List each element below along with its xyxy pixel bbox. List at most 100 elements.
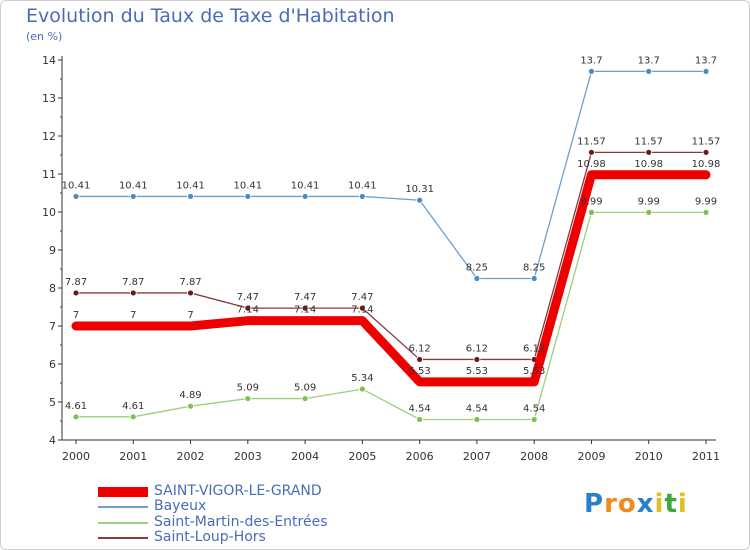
chart-title: Evolution du Taux de Taxe d'Habitation: [26, 5, 395, 27]
data-point: [530, 416, 538, 423]
data-label: 4.54: [466, 403, 488, 414]
data-point: [244, 395, 252, 402]
data-point: [473, 356, 481, 363]
data-label: 7.47: [351, 292, 373, 303]
data-label: 9.99: [695, 196, 717, 207]
data-label: 5.09: [237, 383, 259, 394]
series-line: [75, 151, 707, 361]
legend-swatch-saint-vigor: [98, 487, 148, 497]
data-point: [702, 208, 710, 216]
data-point: [187, 402, 194, 410]
data-point: [244, 304, 252, 312]
y-tick-label: 14: [42, 54, 56, 67]
legend-swatch-saint-loup: [98, 537, 148, 539]
data-label: 4.61: [65, 401, 87, 412]
data-point: [358, 193, 366, 200]
data-label: 11.57: [634, 136, 663, 147]
data-point: [129, 413, 137, 421]
data-label: 4.54: [523, 403, 545, 414]
data-label: 13.7: [580, 55, 602, 66]
data-point: [588, 68, 595, 75]
data-point: [588, 148, 595, 156]
x-tick-label: 2007: [463, 450, 491, 463]
logo-letter: t: [664, 489, 678, 519]
data-point: [416, 416, 424, 423]
data-point: [72, 413, 80, 421]
x-tick-label: 2006: [406, 450, 434, 463]
series-line: [75, 211, 707, 421]
data-point: [72, 289, 80, 297]
logo-letter: i: [654, 489, 665, 519]
data-point: [358, 304, 366, 312]
data-label: 13.7: [638, 55, 660, 66]
legend-label: Saint-Martin-des-Entrées: [154, 514, 328, 530]
data-label: 6.12: [466, 343, 488, 354]
x-tick-label: 2005: [348, 450, 376, 463]
x-tick-label: 2011: [692, 450, 720, 463]
x-tick-label: 2008: [520, 450, 548, 463]
data-label: 10.41: [119, 180, 148, 191]
data-label: 8.25: [466, 263, 488, 274]
line-chart: 4 5 6 7 8 9 10 11 12 13 14 2000 2001 2002 2003 2004 2005…: [42, 54, 720, 463]
proxiti-logo: Proxiti: [584, 489, 688, 519]
data-label: 7.87: [179, 277, 201, 288]
data-point: [530, 275, 538, 282]
data-label: 8.25: [523, 263, 545, 274]
data-point: [473, 275, 481, 282]
data-label: 5.53: [409, 366, 431, 377]
data-point: [129, 289, 137, 297]
data-point: [645, 208, 653, 216]
data-label: 7.14: [294, 305, 316, 316]
data-point: [473, 416, 481, 423]
data-point: [358, 385, 366, 393]
data-label: 7.87: [122, 277, 144, 288]
data-point: [645, 148, 653, 156]
series-line: [75, 70, 707, 280]
y-tick-label: 9: [49, 244, 56, 257]
data-label: 7.47: [294, 292, 316, 303]
data-point: [702, 148, 710, 156]
x-tick-label: 2001: [119, 450, 147, 463]
data-label: 10.41: [62, 180, 91, 191]
chart-unit-label: (en %): [26, 30, 63, 43]
y-tick-label: 6: [49, 358, 56, 371]
data-label: 10.31: [405, 184, 434, 195]
legend-label: Saint-Loup-Hors: [154, 529, 266, 545]
data-point: [129, 193, 137, 200]
y-tick-label: 11: [42, 168, 56, 181]
y-tick-label: 13: [42, 92, 56, 105]
logo-letter: i: [677, 489, 688, 519]
data-label: 10.41: [348, 180, 377, 191]
y-tick-label: 12: [42, 130, 56, 143]
legend-swatch-saint-martin: [98, 522, 148, 524]
data-label: 7: [73, 310, 79, 321]
data-point: [588, 208, 595, 216]
data-point: [416, 196, 424, 204]
data-label: 5.53: [523, 366, 545, 377]
x-tick-label: 2010: [635, 450, 663, 463]
data-label: 6.12: [409, 343, 431, 354]
legend-label: Bayeux: [154, 498, 207, 514]
data-point: [72, 193, 80, 200]
series-line: [71, 170, 711, 387]
data-label: 7.14: [351, 305, 373, 316]
data-label: 5.09: [294, 383, 316, 394]
data-point: [702, 68, 710, 75]
data-point: [645, 68, 653, 75]
logo-letter: r: [604, 489, 618, 519]
data-label: 9.99: [638, 196, 660, 207]
data-point: [416, 356, 424, 363]
data-label: 10.98: [634, 159, 663, 170]
y-tick-label: 5: [49, 396, 56, 409]
data-label: 10.41: [233, 180, 262, 191]
data-label: 4.61: [122, 401, 144, 412]
data-point: [187, 193, 194, 200]
data-label: 9.99: [580, 196, 602, 207]
logo-letter: x: [636, 489, 655, 519]
data-label: 7.14: [237, 305, 259, 316]
x-tick-label: 2000: [62, 450, 90, 463]
x-tick-label: 2009: [577, 450, 605, 463]
data-label: 5.34: [351, 373, 373, 384]
data-label: 13.7: [695, 55, 717, 66]
